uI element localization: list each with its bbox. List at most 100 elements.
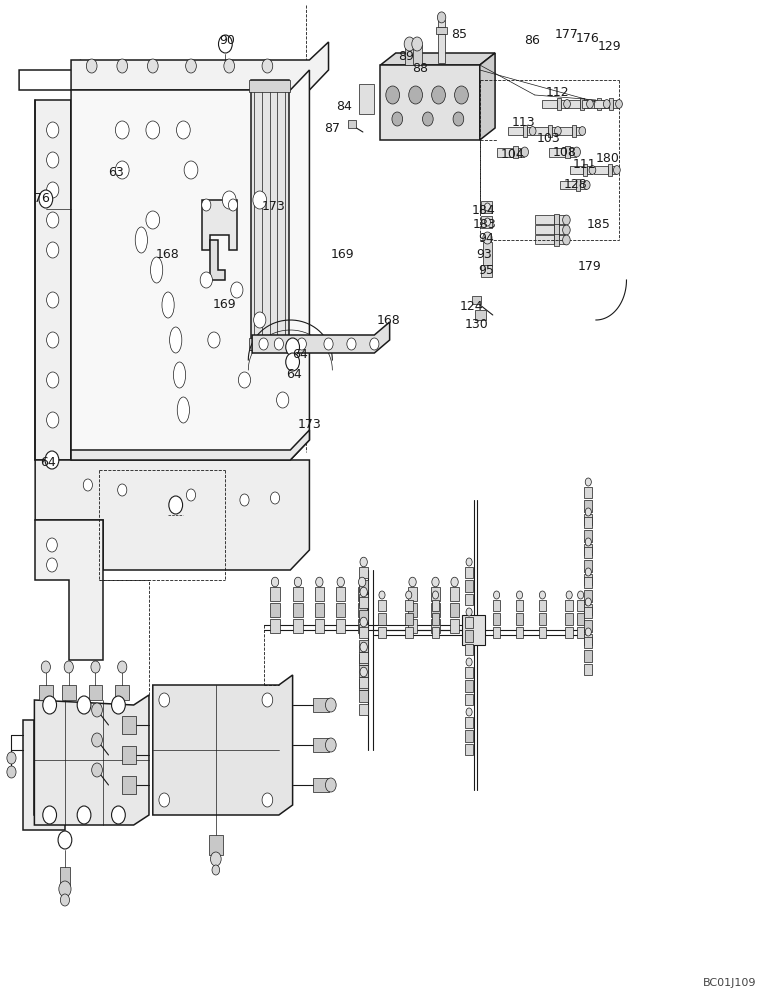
Bar <box>315 603 324 617</box>
Bar <box>313 778 329 792</box>
Ellipse shape <box>170 327 182 353</box>
Text: 179: 179 <box>578 260 601 273</box>
Circle shape <box>115 121 129 139</box>
Ellipse shape <box>151 257 163 283</box>
Bar <box>584 164 587 176</box>
Bar <box>582 100 597 108</box>
Bar <box>405 613 413 625</box>
Circle shape <box>466 558 472 566</box>
Text: 89: 89 <box>398 49 414 62</box>
Bar <box>584 604 592 615</box>
Bar <box>584 664 592 675</box>
Text: 185: 185 <box>587 219 610 232</box>
Bar <box>561 100 566 108</box>
Circle shape <box>43 806 57 824</box>
Bar <box>465 694 473 705</box>
Bar <box>584 634 592 645</box>
Circle shape <box>39 190 53 208</box>
Circle shape <box>484 218 490 226</box>
Circle shape <box>47 558 57 572</box>
Circle shape <box>360 642 367 652</box>
Bar <box>576 179 581 191</box>
Bar <box>408 619 417 633</box>
Circle shape <box>521 147 529 157</box>
Bar <box>584 560 592 572</box>
Circle shape <box>228 199 238 211</box>
Circle shape <box>347 338 356 350</box>
Bar <box>513 146 518 158</box>
Circle shape <box>208 332 220 348</box>
Circle shape <box>584 181 590 189</box>
Circle shape <box>262 59 273 73</box>
Bar <box>577 613 584 625</box>
Bar <box>359 640 368 652</box>
Circle shape <box>358 577 366 587</box>
Bar <box>558 235 565 244</box>
Circle shape <box>231 282 243 298</box>
Circle shape <box>564 100 571 108</box>
Bar <box>465 730 473 742</box>
Circle shape <box>262 693 273 707</box>
Circle shape <box>562 215 570 225</box>
Circle shape <box>83 479 92 491</box>
Bar <box>549 147 565 156</box>
Circle shape <box>562 235 570 245</box>
Text: 103: 103 <box>537 131 561 144</box>
Text: 176: 176 <box>576 32 600 45</box>
Circle shape <box>47 122 59 138</box>
Text: 113: 113 <box>512 116 536 129</box>
Polygon shape <box>23 720 65 830</box>
Circle shape <box>176 121 190 139</box>
Bar <box>577 627 584 638</box>
Bar <box>465 667 473 678</box>
Circle shape <box>613 166 620 174</box>
Circle shape <box>316 577 323 587</box>
Bar <box>584 574 592 585</box>
Circle shape <box>277 392 289 408</box>
Bar <box>358 619 367 633</box>
Circle shape <box>146 121 160 139</box>
Circle shape <box>325 698 336 712</box>
Circle shape <box>115 161 129 179</box>
Bar <box>533 127 548 135</box>
Bar <box>554 214 559 226</box>
Bar <box>378 600 386 611</box>
Circle shape <box>159 793 170 807</box>
Circle shape <box>379 591 385 599</box>
Bar <box>122 716 136 734</box>
Bar <box>60 867 70 885</box>
Circle shape <box>585 538 591 546</box>
Circle shape <box>616 100 623 108</box>
Circle shape <box>86 59 97 73</box>
Bar <box>336 619 345 633</box>
Circle shape <box>47 242 59 258</box>
Bar <box>539 600 546 611</box>
Circle shape <box>112 806 125 824</box>
Bar <box>584 487 592 498</box>
Bar <box>380 65 480 140</box>
Text: 94: 94 <box>478 232 494 245</box>
Bar <box>359 624 368 635</box>
Ellipse shape <box>173 362 186 388</box>
Bar <box>565 600 573 611</box>
Bar <box>438 20 445 27</box>
Circle shape <box>483 232 492 244</box>
Circle shape <box>566 591 572 599</box>
Text: 184: 184 <box>471 204 495 217</box>
Circle shape <box>529 127 536 135</box>
Circle shape <box>466 608 472 616</box>
Text: 93: 93 <box>476 247 492 260</box>
Circle shape <box>337 577 345 587</box>
Bar <box>609 98 613 110</box>
Circle shape <box>254 312 266 328</box>
Text: 108: 108 <box>552 145 576 158</box>
Bar <box>570 147 576 156</box>
Bar <box>408 587 417 601</box>
Bar <box>465 644 473 655</box>
Bar <box>594 166 608 174</box>
Text: 88: 88 <box>413 62 429 76</box>
Circle shape <box>494 591 500 599</box>
Circle shape <box>64 661 73 673</box>
Bar <box>450 603 459 617</box>
Bar <box>535 215 554 224</box>
